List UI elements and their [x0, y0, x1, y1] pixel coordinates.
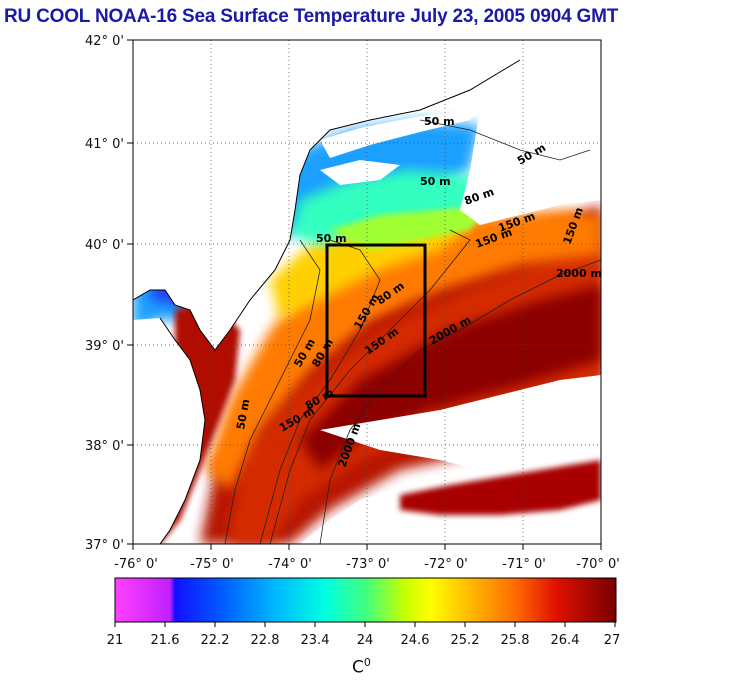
lon-label: -73° 0': [346, 557, 390, 572]
colorbar-tick-label: 24: [357, 633, 374, 648]
contour-label: 50 m: [424, 115, 455, 128]
coastline: [133, 59, 521, 544]
axis-ticks: [127, 39, 602, 550]
contour-label: 50 m: [316, 232, 347, 245]
lon-label: -75° 0': [190, 557, 234, 572]
colorbar-unit: C0: [352, 656, 371, 678]
colorbar-tick-label: 21.6: [151, 633, 180, 648]
lat-label: 37° 0': [85, 538, 124, 553]
lat-label: 42° 0': [85, 34, 124, 49]
unit-text: C: [352, 657, 364, 678]
lat-label: 41° 0': [85, 137, 124, 152]
contour-label: 50 m: [420, 175, 451, 188]
land-long-island: [320, 108, 480, 158]
orange-water: [205, 210, 601, 490]
colorbar-tick-label: 21: [107, 633, 124, 648]
map-title: RU COOL NOAA-16 Sea Surface Temperature …: [4, 6, 619, 27]
isobaths: [224, 119, 601, 544]
study-area-box: [325, 243, 427, 398]
contour-label: 50 m: [234, 398, 252, 430]
green-water: [330, 205, 490, 250]
lon-label: -71° 0': [502, 557, 546, 572]
colorbar-tick-label: 23.4: [301, 633, 330, 648]
colorbar-tick-label: 22.2: [201, 633, 230, 648]
contour-label: 2000 m: [556, 267, 602, 280]
colorbar-tick-label: 25.2: [451, 633, 480, 648]
lon-label: -76° 0': [114, 557, 158, 572]
colorbar-tick-label: 24.6: [401, 633, 430, 648]
isobath-50m: [419, 119, 591, 161]
colorbar-tick-label: 22.8: [251, 633, 280, 648]
lon-label: -70° 0': [576, 557, 620, 572]
isobath-80m: [259, 239, 381, 544]
isobath-50m-south: [224, 239, 321, 544]
land-delmarva: [133, 318, 205, 544]
colorbar-labels: 21 21.6 22.2 22.8 23.4 24 24.6 25.2 25.8…: [107, 633, 621, 648]
lat-label: 40° 0': [85, 238, 124, 253]
map-image: 50 m 50 m 50 m 80 m 150 m 2000 m 150 m 8…: [133, 40, 602, 544]
colorbar-tick-label: 26.4: [551, 633, 580, 648]
land-new-jersey: [133, 40, 520, 350]
lat-label: 39° 0': [85, 339, 124, 354]
latitude-labels: 42° 0' 41° 0' 40° 0' 39° 0' 38° 0' 37° 0…: [85, 34, 124, 553]
colorbar-tick-label: 25.8: [501, 633, 530, 648]
cloud-patches-north: [240, 110, 400, 185]
lon-label: -72° 0': [424, 557, 468, 572]
graticule: [133, 40, 601, 544]
isobath-2000m: [319, 259, 601, 544]
colorbar-ticks: [114, 622, 616, 627]
colorbar: [114, 577, 617, 623]
red-filament: [400, 460, 601, 515]
lat-label: 38° 0': [85, 439, 124, 454]
unit-superscript: 0: [363, 656, 371, 669]
isobath-150m: [269, 229, 471, 544]
longitude-labels: -76° 0' -75° 0' -74° 0' -73° 0' -72° 0' …: [114, 557, 620, 572]
colorbar-tick-label: 27: [604, 633, 621, 648]
cloud-east: [460, 95, 601, 225]
lon-label: -74° 0': [268, 557, 312, 572]
